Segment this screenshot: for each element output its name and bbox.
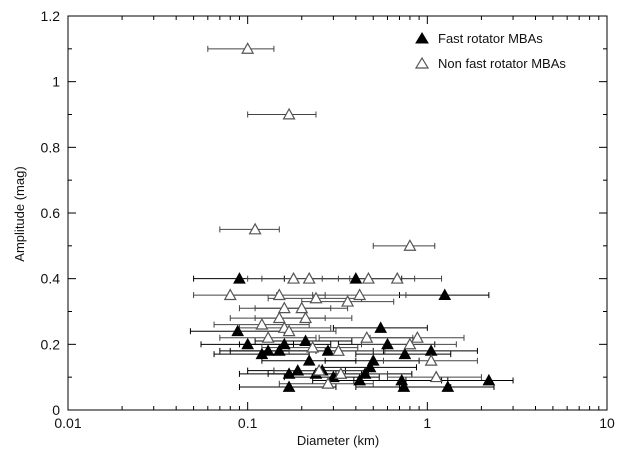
fast-rotator-point bbox=[261, 344, 275, 356]
non-fast-rotator-point bbox=[312, 363, 326, 376]
fast-rotator-point bbox=[282, 367, 296, 379]
non-fast-rotator-point bbox=[272, 288, 286, 301]
non-fast-rotator-point bbox=[424, 354, 438, 366]
x-tick-label: 10 bbox=[599, 415, 615, 431]
non-fast-rotator-point bbox=[361, 271, 375, 284]
fast-rotator-point bbox=[277, 337, 291, 350]
non-fast-rotator-point bbox=[223, 288, 237, 301]
y-axis-ticks: 0 0.2 0.4 0.6 0.8 1 1.2 bbox=[41, 8, 607, 418]
non-fast-rotator-point bbox=[272, 311, 286, 324]
fast-rotator-point bbox=[397, 380, 411, 392]
legend-non-fast-rotator-label: Non fast rotator MBAs bbox=[438, 56, 566, 71]
fast-rotator-point bbox=[381, 337, 394, 350]
x-tick-label: 1 bbox=[423, 415, 431, 431]
x-axis-label: Diameter (km) bbox=[297, 433, 379, 448]
fast-rotator-point bbox=[321, 344, 335, 356]
fast-rotator-point bbox=[438, 288, 452, 300]
legend-fast-rotator-marker bbox=[415, 32, 429, 44]
x-axis-ticks: 0.01 0.1 1 10 bbox=[54, 16, 615, 431]
fast-rotator-point bbox=[349, 272, 363, 284]
y-tick-label: 0.8 bbox=[41, 139, 61, 155]
fast-rotator-point bbox=[231, 324, 245, 337]
non-fast-rotator-point bbox=[403, 337, 417, 350]
non-fast-rotator-point bbox=[302, 271, 316, 284]
x-tick-label: 0.01 bbox=[54, 415, 81, 431]
fast-rotator-point bbox=[299, 334, 312, 346]
non-fast-rotator-point bbox=[353, 288, 367, 301]
non-fast-rotator-point bbox=[334, 367, 348, 379]
legend-non-fast-rotator-marker bbox=[414, 56, 430, 69]
fast-rotator-point bbox=[353, 373, 366, 386]
fast-rotator-point bbox=[358, 367, 372, 379]
non-fast-rotator-point bbox=[295, 301, 309, 314]
fast-rotator-point bbox=[302, 354, 316, 366]
fast-rotator-point bbox=[482, 373, 496, 386]
x-tick-label: 0.1 bbox=[238, 415, 258, 431]
fast-rotator-point bbox=[272, 344, 286, 356]
y-tick-label: 1 bbox=[52, 74, 60, 90]
fast-rotator-point bbox=[291, 364, 305, 376]
y-axis-label: Amplitude (mag) bbox=[12, 166, 27, 261]
fast-rotator-point bbox=[233, 272, 246, 284]
non-fast-rotator-point bbox=[299, 311, 313, 324]
non-fast-rotator-point bbox=[429, 370, 443, 383]
fast-rotator-point bbox=[374, 321, 388, 333]
y-tick-label: 0.2 bbox=[41, 336, 61, 352]
fast-rotator-point bbox=[282, 380, 296, 392]
y-tick-label: 1.2 bbox=[41, 8, 61, 24]
non-fast-rotator-point bbox=[410, 331, 424, 343]
fast-rotator-point bbox=[363, 360, 377, 373]
non-fast-rotator-point bbox=[341, 294, 355, 307]
non-fast-rotator-point bbox=[331, 344, 345, 356]
non-fast-rotator-point bbox=[321, 376, 335, 389]
non-fast-rotator-point bbox=[255, 317, 269, 330]
legend: Fast rotator MBAs Non fast rotator MBAs bbox=[414, 31, 566, 71]
y-tick-label: 0.6 bbox=[41, 205, 61, 221]
non-fast-rotator-point bbox=[261, 331, 275, 343]
non-fast-rotator-point bbox=[248, 222, 262, 235]
non-fast-rotator-point bbox=[306, 340, 320, 353]
non-fast-rotator-point bbox=[360, 331, 374, 343]
non-fast-rotator-point bbox=[282, 324, 296, 337]
fast-rotator-point bbox=[241, 337, 255, 350]
error-bars bbox=[189, 45, 514, 391]
non-fast-rotator-point bbox=[277, 301, 291, 314]
non-fast-rotator-point bbox=[403, 239, 417, 251]
non-fast-rotator-point bbox=[309, 291, 323, 304]
y-tick-label: 0.4 bbox=[41, 271, 61, 287]
legend-fast-rotator-label: Fast rotator MBAs bbox=[438, 31, 543, 46]
fast-rotator-point bbox=[441, 380, 455, 392]
non-fast-rotator-point bbox=[241, 42, 255, 54]
data-markers bbox=[223, 42, 496, 392]
y-tick-label: 0 bbox=[52, 402, 60, 418]
non-fast-rotator-point bbox=[390, 271, 404, 284]
non-fast-rotator-point bbox=[282, 107, 296, 120]
fast-rotator-point bbox=[398, 347, 412, 360]
non-fast-rotator-point bbox=[287, 271, 301, 284]
